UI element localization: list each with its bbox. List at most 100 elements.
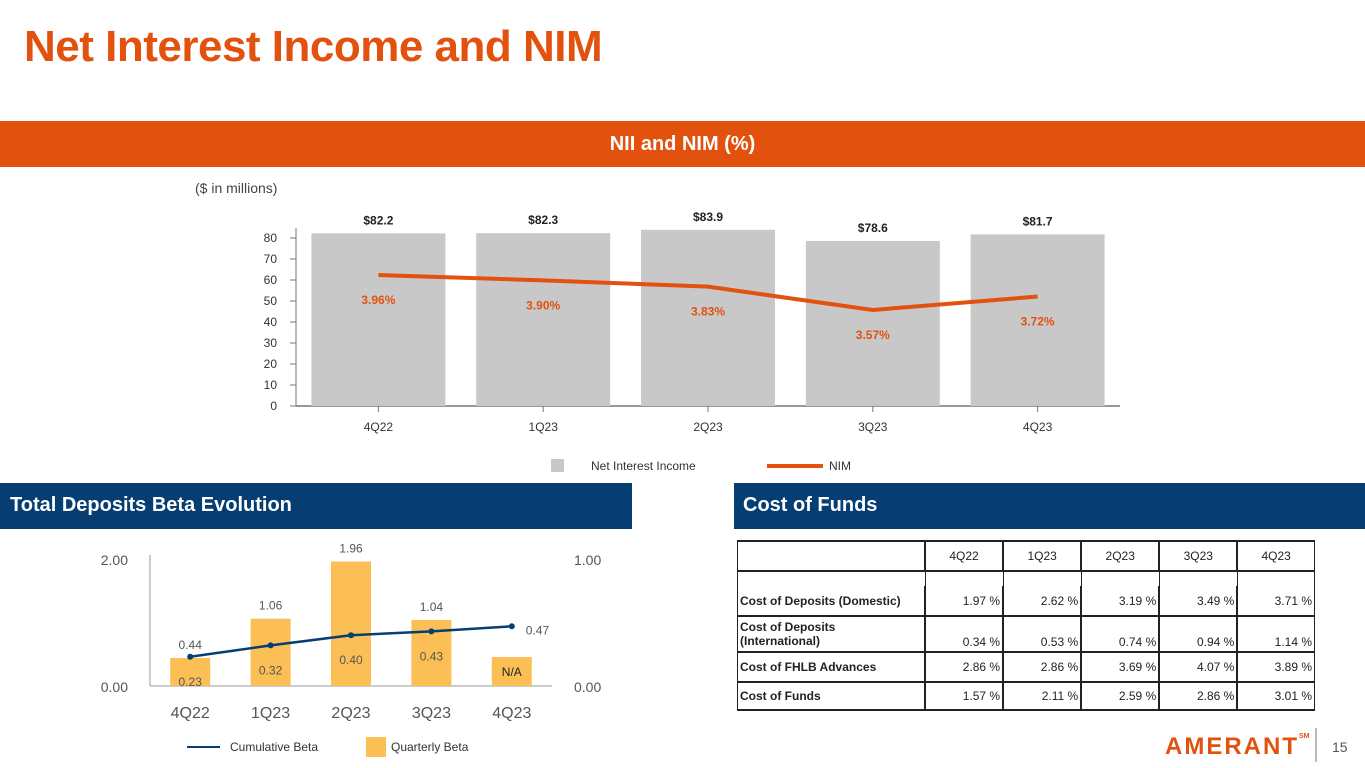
units-note: ($ in millions)	[195, 180, 278, 196]
legend-swatch-quarterly-beta	[366, 737, 386, 757]
legend-swatch-net-interest-income	[551, 459, 564, 472]
page-title: Net Interest Income and NIM	[24, 22, 603, 71]
table-row: Cost of Funds 1.57 % 2.11 % 2.59 % 2.86 …	[737, 682, 1316, 711]
table-header-cell: 3Q23	[1158, 540, 1238, 572]
y-tick-label: 60	[264, 273, 278, 287]
nim-data-label: 3.83%	[691, 305, 725, 319]
table-row: Cost of FHLB Advances 2.86 % 2.86 % 3.69…	[737, 652, 1316, 683]
cof-section-header: Cost of Funds	[734, 483, 1365, 529]
cumulative-beta-label: 0.47	[526, 623, 550, 637]
y-tick-label: 70	[264, 252, 278, 266]
table-cell: 3.71 %	[1236, 586, 1316, 617]
cumulative-beta-label: 0.43	[420, 649, 444, 663]
table-cell: 2.86 %	[923, 652, 1004, 683]
table-header-cell: 2Q23	[1080, 540, 1160, 572]
nii-nim-chart: 0 10 20 30 40 50 60 70 80 $82.2 4Q22 $82.3 1Q23 $83.9…	[264, 210, 1120, 434]
table-cell: 2.59 %	[1080, 682, 1160, 711]
cumulative-beta-point	[428, 628, 435, 635]
logo-trademark: SM	[1299, 733, 1310, 740]
table-cell: 0.94 %	[1158, 616, 1238, 653]
x-tick-label: 4Q22	[171, 705, 210, 722]
nii-bar	[476, 233, 611, 406]
nii-bar-label: $83.9	[693, 210, 723, 224]
table-header-blank	[737, 540, 925, 572]
quarterly-beta-bar	[250, 618, 291, 686]
legend-line-cumulative-beta	[187, 746, 220, 748]
nii-bar-label: $82.3	[528, 213, 558, 227]
y-tick-label: 30	[264, 336, 278, 350]
cumulative-beta-label: 0.32	[259, 663, 283, 677]
table-row-label: Cost of FHLB Advances	[737, 652, 925, 683]
cumulative-beta-point	[267, 642, 274, 649]
footer-divider	[1315, 728, 1317, 762]
amerant-logo: AMERANTSM	[1165, 733, 1310, 761]
x-tick-label: 3Q23	[858, 420, 888, 434]
table-cell: 1.97 %	[923, 586, 1004, 617]
table-cell: 4.07 %	[1158, 652, 1238, 683]
nii-bar-label: $81.7	[1023, 214, 1053, 228]
cumulative-beta-label: 0.40	[339, 653, 363, 667]
quarterly-beta-label: 1.06	[259, 599, 283, 613]
table-cell: 2.86 %	[1002, 652, 1082, 683]
table-cell: 3.69 %	[1080, 652, 1160, 683]
nim-data-label: 3.96%	[361, 293, 395, 307]
x-tick-label: 2Q23	[693, 420, 723, 434]
nii-bar	[311, 233, 446, 406]
table-header-cell: 1Q23	[1002, 540, 1082, 572]
logo-text: AMERANT	[1165, 733, 1299, 760]
cumulative-beta-label: 0.23	[179, 675, 203, 689]
y-tick-label: 20	[264, 357, 278, 371]
nim-data-label: 3.90%	[526, 298, 560, 312]
x-tick-label: 4Q23	[1023, 420, 1053, 434]
table-cell: 3.49 %	[1158, 586, 1238, 617]
y-tick-label: 80	[264, 231, 278, 245]
cumulative-beta-point	[348, 632, 354, 639]
table-row-label: Cost of Funds	[737, 682, 925, 711]
legend-label-quarterly-beta: Quarterly Beta	[391, 740, 469, 754]
table-cell: 2.11 %	[1002, 682, 1082, 711]
quarterly-beta-bar	[331, 561, 371, 686]
quarterly-beta-label: 0.44	[179, 638, 203, 652]
left-axis-tick-label: 2.00	[101, 552, 128, 568]
table-cell: 3.01 %	[1236, 682, 1316, 711]
x-tick-label: 1Q23	[251, 705, 290, 722]
table-cell: 2.62 %	[1002, 586, 1082, 617]
nii-bar	[641, 229, 775, 406]
table-cell: 0.34 %	[923, 616, 1004, 653]
y-tick-label: 10	[264, 378, 278, 392]
y-tick-label: 40	[264, 315, 278, 329]
nim-data-label: 3.57%	[856, 328, 890, 342]
table-row-label: Cost of Deposits (International)	[737, 616, 925, 653]
cumulative-beta-point	[187, 653, 194, 660]
nim-data-label: 3.72%	[1021, 315, 1055, 329]
y-tick-label: 0	[270, 399, 277, 413]
beta-section-header: Total Deposits Beta Evolution	[0, 483, 632, 529]
nii-bar	[805, 240, 940, 406]
table-row: Cost of Deposits (Domestic) 1.97 % 2.62 …	[737, 586, 1316, 617]
table-cell: 3.89 %	[1236, 652, 1316, 683]
nii-section-header: NII and NIM (%)	[0, 121, 1365, 167]
cumulative-beta-point	[508, 623, 515, 630]
right-axis-tick-label: 1.00	[574, 552, 601, 568]
x-tick-label: 3Q23	[412, 705, 451, 722]
x-tick-label: 2Q23	[331, 705, 370, 722]
quarterly-beta-label: 1.96	[339, 542, 363, 556]
table-cell: 1.14 %	[1236, 616, 1316, 653]
right-axis-tick-label: 0.00	[574, 679, 601, 695]
nii-bar-label: $82.2	[363, 213, 393, 227]
table-row-label: Cost of Deposits (Domestic)	[737, 586, 925, 617]
table-cell: 1.57 %	[923, 682, 1004, 711]
quarterly-beta-na-label: N/A	[502, 665, 522, 679]
table-row: Cost of Deposits (International) 0.34 % …	[737, 616, 1316, 653]
table-header-cell: 4Q22	[923, 540, 1004, 572]
x-tick-label: 4Q22	[364, 420, 394, 434]
legend-label-net-interest-income: Net Interest Income	[591, 459, 696, 473]
quarterly-beta-label: 1.04	[420, 600, 444, 614]
table-header-row: 4Q22 1Q23 2Q23 3Q23 4Q23	[737, 540, 1316, 572]
table-cell: 0.74 %	[1080, 616, 1160, 653]
quarterly-beta-bar	[170, 658, 211, 686]
x-tick-label: 4Q23	[492, 705, 531, 722]
table-spacer-row	[737, 571, 1316, 586]
y-tick-label: 50	[264, 294, 278, 308]
table-cell: 2.86 %	[1158, 682, 1238, 711]
